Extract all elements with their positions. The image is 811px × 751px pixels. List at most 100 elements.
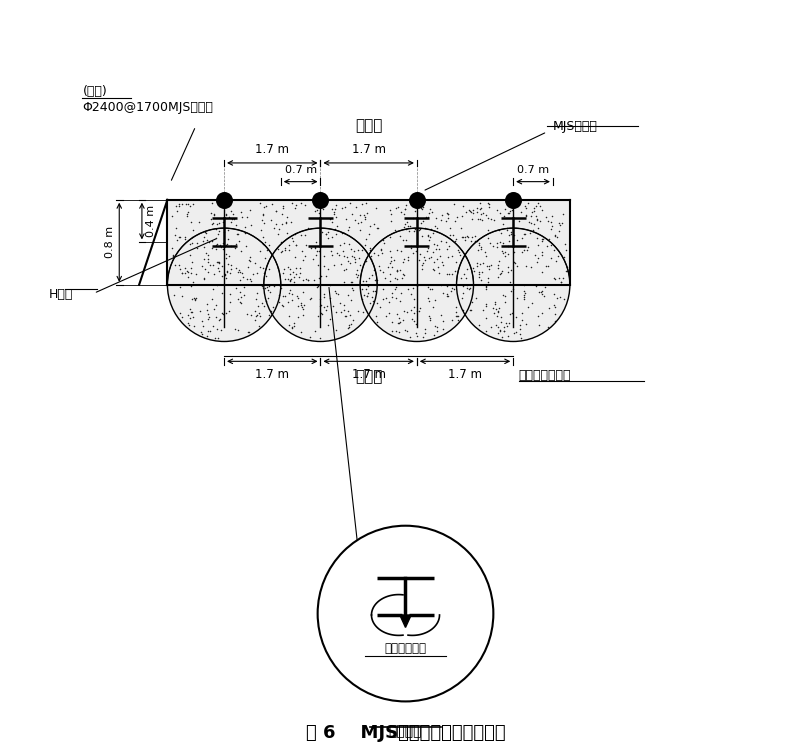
Point — [405, 288, 418, 300]
Point — [448, 234, 461, 246]
Point — [297, 309, 310, 321]
Point — [493, 255, 506, 267]
Point — [530, 215, 543, 227]
Point — [213, 217, 226, 229]
Point — [368, 246, 381, 258]
Point — [169, 200, 182, 212]
Point — [448, 198, 461, 210]
Point — [502, 266, 515, 278]
Point — [472, 213, 485, 225]
Point — [418, 324, 431, 336]
Point — [285, 294, 298, 306]
Point — [417, 257, 430, 269]
Point — [416, 331, 429, 343]
Point — [553, 291, 566, 303]
Point — [337, 245, 350, 257]
Point — [361, 207, 374, 219]
Point — [378, 237, 391, 249]
Point — [341, 255, 354, 267]
Text: 1.7 m: 1.7 m — [255, 368, 290, 381]
Point — [508, 256, 521, 268]
Point — [328, 209, 341, 221]
Point — [277, 263, 290, 275]
Point — [183, 249, 196, 261]
Point — [465, 235, 478, 247]
Bar — [167, 200, 570, 285]
Point — [376, 266, 389, 278]
Point — [263, 239, 276, 251]
Point — [192, 216, 205, 228]
Point — [392, 317, 405, 329]
Point — [206, 197, 219, 209]
Point — [191, 242, 204, 254]
Point — [491, 262, 504, 274]
Point — [432, 243, 445, 255]
Point — [180, 198, 193, 210]
Point — [341, 306, 354, 318]
Point — [408, 205, 421, 217]
Point — [427, 238, 440, 250]
Point — [518, 228, 531, 240]
Point — [404, 240, 417, 252]
Point — [417, 201, 430, 213]
Point — [436, 259, 449, 271]
Point — [182, 318, 195, 330]
Point — [548, 229, 561, 241]
Point — [401, 283, 414, 295]
Point — [462, 204, 475, 216]
Point — [297, 300, 310, 312]
Point — [200, 234, 213, 246]
Point — [410, 280, 423, 292]
Point — [474, 203, 487, 215]
Point — [450, 310, 463, 322]
Point — [295, 301, 308, 313]
Point — [436, 209, 448, 221]
Point — [549, 255, 562, 267]
Point — [374, 264, 387, 276]
Point — [527, 218, 540, 230]
Point — [432, 267, 445, 279]
Point — [528, 203, 541, 215]
Point — [300, 273, 313, 285]
Point — [504, 226, 517, 238]
Point — [415, 217, 428, 229]
Point — [424, 283, 437, 295]
Point — [476, 214, 489, 226]
Point — [499, 246, 512, 258]
Point — [379, 273, 392, 285]
Point — [376, 283, 389, 295]
Point — [528, 249, 541, 261]
Point — [314, 300, 327, 312]
Point — [375, 243, 388, 255]
Point — [254, 245, 267, 257]
Point — [212, 225, 225, 237]
Point — [330, 324, 343, 336]
Point — [475, 267, 488, 279]
Point — [531, 222, 544, 234]
Point — [423, 295, 436, 307]
Point — [175, 198, 188, 210]
Point — [171, 234, 184, 246]
Point — [441, 268, 454, 280]
Point — [309, 237, 322, 249]
Point — [207, 320, 220, 332]
Point — [217, 225, 230, 237]
Point — [265, 198, 278, 210]
Point — [195, 326, 208, 338]
Point — [475, 241, 488, 253]
Point — [507, 327, 520, 339]
Point — [527, 225, 540, 237]
Point — [212, 257, 225, 269]
Point — [414, 202, 427, 214]
Point — [173, 198, 186, 210]
Point — [224, 259, 237, 271]
Point — [456, 304, 469, 316]
Point — [201, 249, 214, 261]
Point — [267, 301, 280, 313]
Point — [225, 263, 238, 275]
Point — [530, 201, 543, 213]
Point — [474, 274, 487, 286]
Point — [349, 254, 362, 266]
Point — [410, 245, 423, 257]
Point — [384, 215, 397, 227]
